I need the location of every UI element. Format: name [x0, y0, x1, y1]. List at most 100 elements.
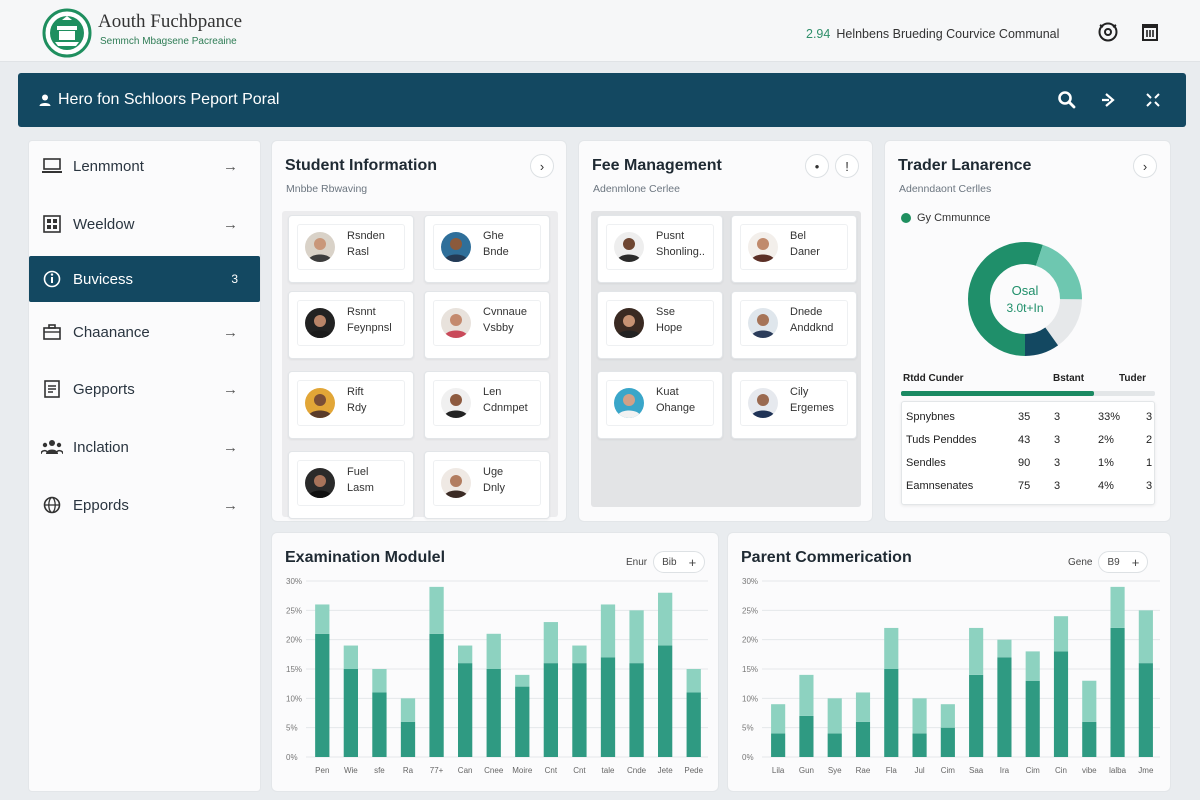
bar[interactable]: [458, 663, 473, 757]
bar[interactable]: [1082, 721, 1097, 757]
bar[interactable]: [827, 733, 842, 757]
fee-tile[interactable]: Bel Daner: [731, 215, 857, 283]
sidebar-item-weeldow[interactable]: Weeldow →: [29, 201, 260, 247]
filter-pill[interactable]: B9 +: [1098, 551, 1149, 573]
bar[interactable]: [1053, 651, 1069, 757]
bar[interactable]: [1110, 586, 1125, 628]
sidebar-item-label: Gepports: [73, 380, 135, 398]
bar[interactable]: [543, 622, 558, 664]
bar[interactable]: [884, 669, 899, 757]
bar[interactable]: [315, 633, 330, 757]
bar[interactable]: [343, 645, 358, 669]
bar[interactable]: [940, 727, 955, 757]
fee-tile[interactable]: Dnede Anddknd: [731, 291, 857, 359]
bar[interactable]: [1025, 680, 1040, 757]
bar[interactable]: [771, 704, 786, 734]
sidebar-item-eppords[interactable]: Eppords →: [29, 482, 260, 528]
bar[interactable]: [997, 639, 1012, 658]
bar[interactable]: [372, 692, 387, 757]
bar[interactable]: [884, 627, 899, 669]
expand-icon[interactable]: [1142, 89, 1164, 111]
fee-tile[interactable]: Sse Hope: [597, 291, 723, 359]
bar[interactable]: [969, 674, 984, 757]
bar[interactable]: [912, 698, 927, 734]
fee-tile[interactable]: Kuat Ohange: [597, 371, 723, 439]
filter-pill[interactable]: Bib +: [653, 551, 706, 573]
arrow-right-icon: →: [223, 323, 238, 341]
bar[interactable]: [429, 586, 444, 634]
bar[interactable]: [799, 715, 814, 757]
next-button[interactable]: ›: [530, 154, 554, 178]
bar[interactable]: [1138, 663, 1153, 757]
plus-icon[interactable]: +: [688, 554, 697, 570]
student-tile[interactable]: Rsnden Rasl: [288, 215, 414, 283]
student-tile[interactable]: Fuel Lasm: [288, 451, 414, 519]
x-tick-label: Cim: [941, 766, 956, 775]
student-tile[interactable]: Rift Rdy: [288, 371, 414, 439]
sidebar-item-buvicess[interactable]: Buvicess 3: [29, 256, 260, 302]
bar[interactable]: [686, 692, 701, 757]
bar[interactable]: [1025, 651, 1040, 681]
fee-tile[interactable]: Cily Ergemes: [731, 371, 857, 439]
table-cell: 75: [1018, 480, 1031, 492]
sidebar-item-gepports[interactable]: Gepports →: [29, 366, 260, 412]
bar[interactable]: [600, 657, 616, 757]
bar[interactable]: [1082, 680, 1097, 722]
bar[interactable]: [600, 604, 616, 658]
bar[interactable]: [912, 733, 927, 757]
more-button[interactable]: •: [805, 154, 829, 178]
bar[interactable]: [572, 663, 587, 757]
bar[interactable]: [1053, 616, 1069, 652]
search-icon[interactable]: [1056, 89, 1078, 111]
bar[interactable]: [372, 669, 387, 693]
bar[interactable]: [1138, 610, 1153, 664]
bar[interactable]: [686, 669, 701, 693]
plus-icon[interactable]: +: [1131, 554, 1140, 570]
bar[interactable]: [515, 686, 530, 757]
x-tick-label: Can: [458, 766, 473, 775]
bar[interactable]: [827, 698, 842, 734]
bar[interactable]: [658, 645, 673, 757]
bar[interactable]: [543, 663, 558, 757]
bar[interactable]: [429, 633, 444, 757]
sidebar-item-inclation[interactable]: Inclation →: [29, 424, 260, 470]
bar[interactable]: [400, 721, 416, 757]
bar[interactable]: [315, 604, 330, 634]
bar[interactable]: [343, 669, 358, 757]
student-tile[interactable]: Ghe Bnde: [424, 215, 550, 283]
sidebar-item-lenmmont[interactable]: Lenmmont →: [29, 143, 260, 189]
bar[interactable]: [515, 674, 530, 687]
student-tile[interactable]: Len Cdnmpet: [424, 371, 550, 439]
arrow-right-icon: →: [223, 157, 238, 175]
bar[interactable]: [1110, 627, 1125, 757]
sidebar-item-chaanance[interactable]: Chaanance →: [29, 309, 260, 355]
bar[interactable]: [658, 592, 673, 646]
bar[interactable]: [458, 645, 473, 664]
x-tick-label: Fla: [886, 766, 898, 775]
building-icon[interactable]: [1138, 20, 1162, 44]
bar[interactable]: [572, 645, 587, 664]
bar[interactable]: [400, 698, 416, 722]
bar[interactable]: [629, 663, 644, 757]
bar[interactable]: [855, 692, 871, 722]
bar[interactable]: [486, 669, 501, 757]
student-tile[interactable]: Uge Dnly: [424, 451, 550, 519]
bar[interactable]: [855, 721, 871, 757]
bar[interactable]: [629, 610, 644, 664]
bar[interactable]: [940, 704, 955, 728]
table-cell: 4%: [1098, 480, 1114, 492]
student-tile[interactable]: Rsnnt Feynpnsl: [288, 291, 414, 359]
share-arrow-icon[interactable]: [1098, 89, 1120, 111]
y-tick-label: 30%: [286, 577, 302, 586]
bar[interactable]: [771, 733, 786, 757]
alert-button[interactable]: !: [835, 154, 859, 178]
bar[interactable]: [969, 627, 984, 675]
fee-tile[interactable]: Pusnt Shonling..: [597, 215, 723, 283]
help-icon[interactable]: [1096, 20, 1120, 44]
student-tile[interactable]: Cvnnaue Vsbby: [424, 291, 550, 359]
next-button[interactable]: ›: [1133, 154, 1157, 178]
bar[interactable]: [799, 674, 814, 716]
bar[interactable]: [486, 633, 501, 669]
brand-title: Aouth Fuchbpance: [98, 11, 243, 32]
bar[interactable]: [997, 657, 1012, 757]
